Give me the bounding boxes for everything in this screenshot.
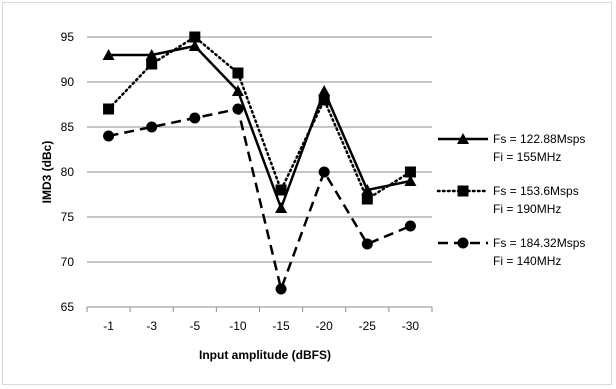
legend-label-2-line1: Fs = 153.6Msps — [493, 184, 579, 198]
series-3-point — [361, 238, 373, 250]
legend-marker-2 — [457, 185, 469, 197]
series-1-point — [145, 49, 158, 60]
series-2-point — [189, 31, 201, 43]
legend: Fs = 122.88Msps Fi = 155MHz Fs = 153.6Msps… — [436, 132, 585, 268]
series-3-line — [108, 107, 411, 291]
series-1-point — [404, 175, 417, 186]
x-tick-label: -15 — [272, 319, 290, 333]
series-2-point — [361, 193, 373, 205]
legend-label-1-line2: Fi = 155MHz — [493, 150, 561, 164]
y-tick-labels: 65 70 75 80 85 90 95 — [61, 30, 75, 314]
chart-frame — [2, 2, 612, 385]
series-2-point — [232, 67, 244, 79]
x-tick-label: -1 — [103, 319, 114, 333]
y-tick-label: 65 — [61, 300, 75, 314]
x-axis-title: Input amplitude (dBFS) — [199, 348, 331, 362]
series-2-point — [103, 103, 115, 115]
x-tick-label: -5 — [189, 319, 200, 333]
series-3-point — [146, 121, 158, 133]
y-tick-label: 70 — [61, 255, 75, 269]
legend-label-3-line2: Fi = 140MHz — [493, 254, 561, 268]
x-tick-label: -30 — [402, 319, 420, 333]
y-tick-label: 85 — [61, 120, 75, 134]
legend-label-1-line1: Fs = 122.88Msps — [493, 132, 585, 146]
series-3-point — [232, 103, 244, 115]
legend-marker-1 — [457, 133, 469, 144]
y-tick-label: 80 — [61, 165, 75, 179]
series-2-point — [318, 94, 330, 106]
series-group — [102, 31, 417, 295]
series-2-point — [275, 184, 287, 196]
series-2-line — [107, 35, 412, 201]
series-1-point — [102, 49, 115, 60]
series-1-point — [188, 40, 201, 51]
series-1-point — [231, 85, 244, 96]
series-3-point — [275, 283, 287, 295]
x-tick-labels: -1 -3 -5 -10 -15 -20 -25 -30 — [86, 307, 433, 333]
y-axis-title: IMD3 (dBc) — [40, 141, 54, 204]
x-tick-label: -3 — [146, 319, 157, 333]
x-tick-label: -25 — [359, 319, 377, 333]
y-tick-label: 75 — [61, 210, 75, 224]
series-3-point — [103, 130, 115, 142]
series-1-line — [108, 44, 411, 210]
legend-label-3-line1: Fs = 184.32Msps — [493, 236, 585, 250]
series-3-point — [318, 166, 330, 178]
series-2-point — [146, 58, 158, 70]
y-tick-label: 95 — [61, 30, 75, 44]
series-3-point — [189, 112, 201, 124]
y-tick-label: 90 — [61, 75, 75, 89]
x-tick-label: -20 — [316, 319, 334, 333]
series-1-point — [275, 202, 288, 213]
legend-marker-3 — [457, 237, 469, 249]
legend-label-2-line2: Fi = 190MHz — [493, 202, 561, 216]
x-tick-label: -10 — [229, 319, 247, 333]
series-2-point — [404, 166, 416, 178]
series-3-point — [404, 220, 416, 232]
gridlines — [87, 36, 432, 308]
series-1-point — [318, 85, 331, 96]
